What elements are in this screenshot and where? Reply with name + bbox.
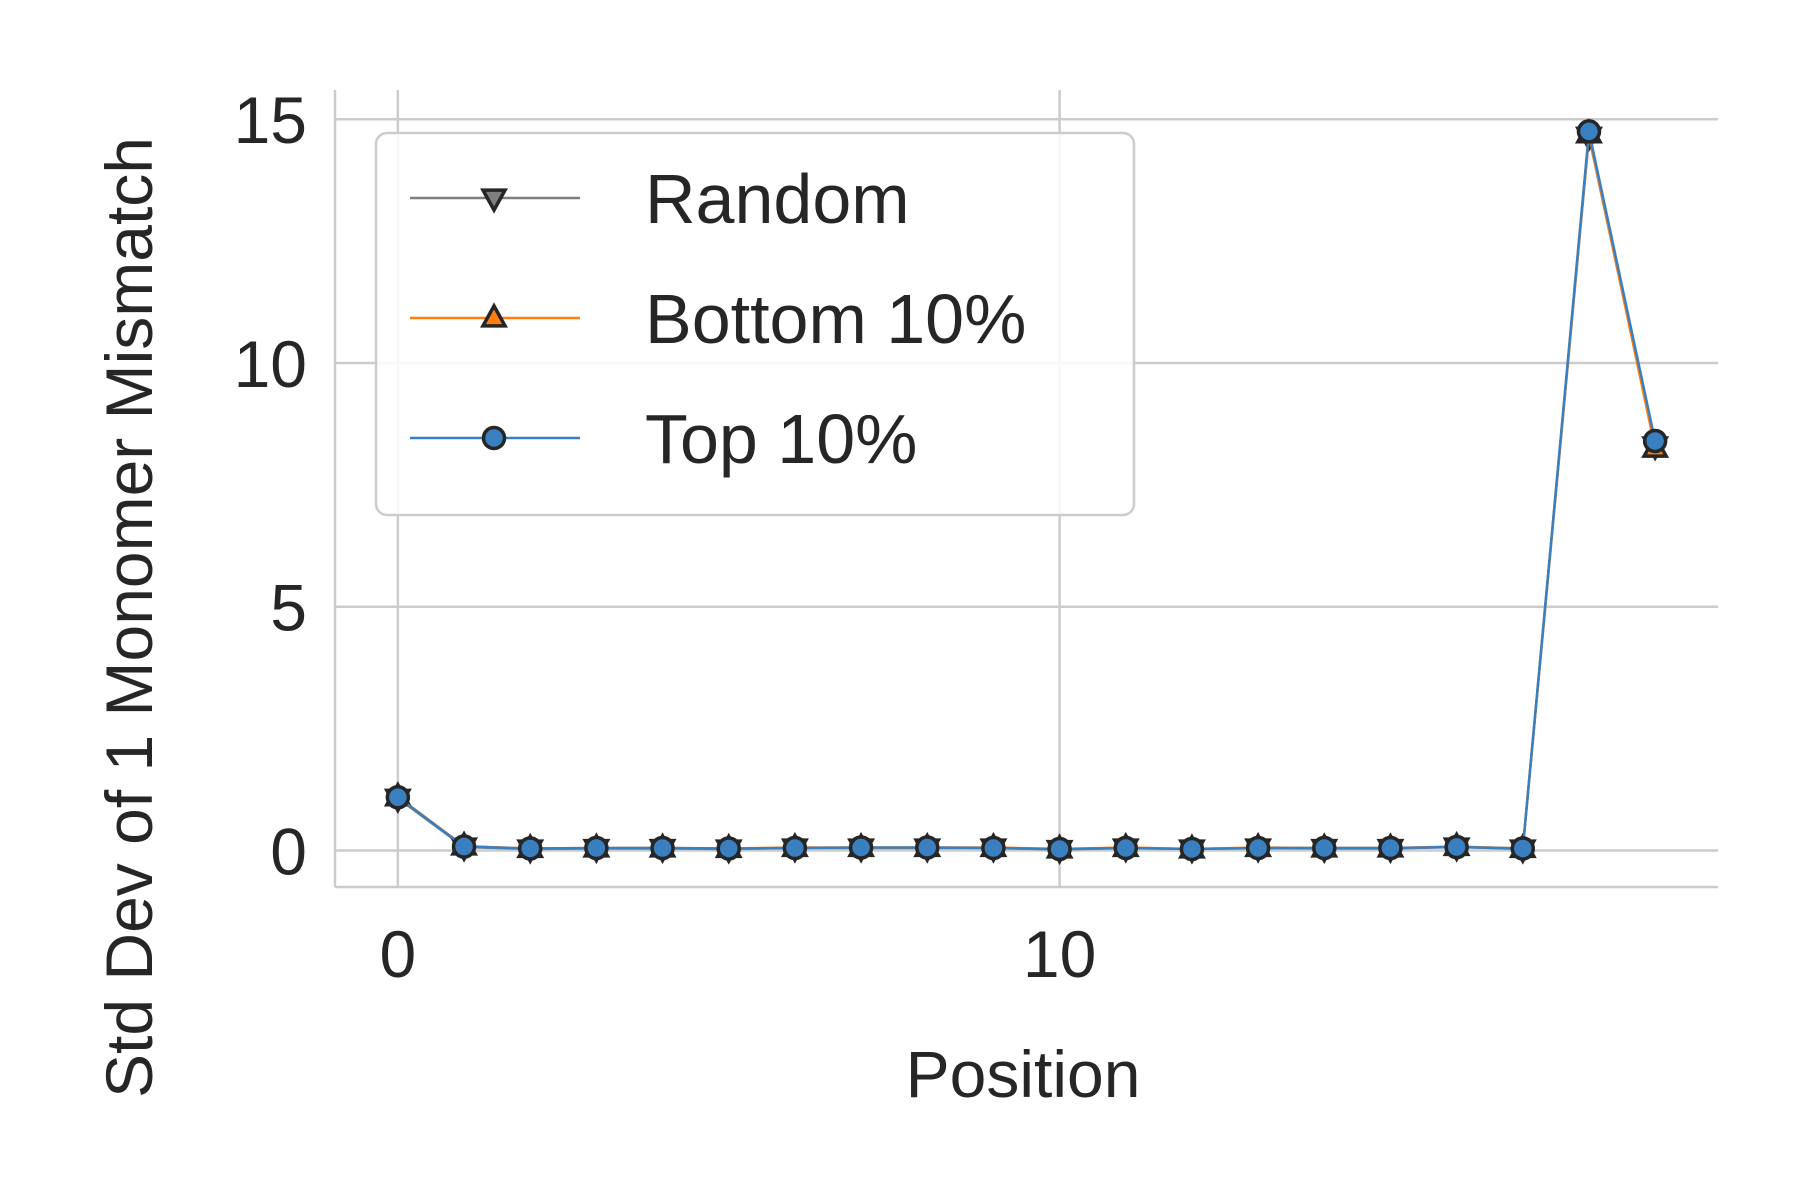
y-tick-label: 0 bbox=[270, 814, 307, 888]
legend-item: Top 10% bbox=[410, 400, 917, 478]
data-point bbox=[1245, 835, 1271, 861]
y-tick-label: 10 bbox=[234, 327, 307, 401]
data-point bbox=[782, 835, 808, 861]
data-point bbox=[451, 834, 477, 859]
legend-marker bbox=[481, 425, 507, 451]
tick-labels: 0 5 10 15 0 10 bbox=[234, 83, 1097, 991]
series-top-10 bbox=[385, 119, 1668, 862]
y-tick-label: 5 bbox=[270, 571, 307, 645]
legend-item: Random bbox=[410, 160, 910, 238]
series-group bbox=[383, 118, 1670, 866]
data-point bbox=[716, 836, 741, 861]
legend-label: Top 10% bbox=[645, 400, 917, 478]
data-point bbox=[385, 785, 411, 810]
data-point bbox=[1179, 836, 1205, 862]
data-point bbox=[1510, 836, 1536, 861]
axes-spines bbox=[333, 90, 1718, 889]
legend-box bbox=[374, 131, 1136, 517]
data-point bbox=[981, 835, 1006, 861]
legend: Random Bottom 10% Top 10% bbox=[374, 131, 1136, 517]
data-point bbox=[517, 836, 543, 861]
data-point bbox=[584, 835, 609, 861]
legend-item: Bottom 10% bbox=[410, 280, 1026, 358]
y-tick-label: 15 bbox=[234, 83, 307, 157]
legend-label: Bottom 10% bbox=[645, 280, 1026, 358]
x-tick-label: 0 bbox=[380, 917, 417, 991]
x-axis-label: Position bbox=[906, 1037, 1141, 1111]
data-point bbox=[650, 835, 675, 861]
data-point bbox=[1113, 835, 1139, 861]
data-point bbox=[848, 835, 874, 860]
data-point bbox=[1642, 428, 1668, 454]
data-point bbox=[1444, 834, 1469, 860]
y-axis-label: Std Dev of 1 Monomer Mismatch bbox=[92, 137, 166, 1098]
data-point bbox=[1047, 836, 1072, 862]
data-point bbox=[1312, 835, 1337, 861]
x-tick-label: 10 bbox=[1023, 917, 1096, 991]
legend-label: Random bbox=[645, 160, 910, 238]
data-point bbox=[1378, 835, 1403, 861]
legend-marker bbox=[480, 188, 508, 214]
data-point bbox=[914, 835, 940, 860]
legend-marker bbox=[480, 302, 508, 328]
data-point bbox=[1576, 119, 1602, 144]
